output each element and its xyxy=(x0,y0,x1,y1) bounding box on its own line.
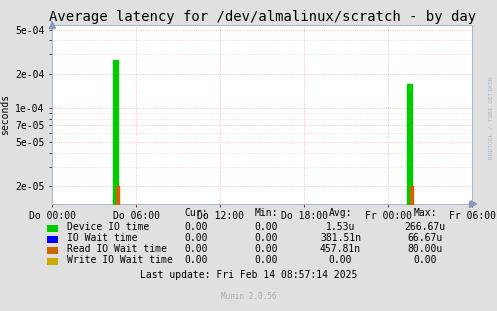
Text: Cur:: Cur: xyxy=(184,208,208,218)
Text: 80.00u: 80.00u xyxy=(408,244,442,254)
Text: Min:: Min: xyxy=(254,208,278,218)
Text: Device IO time: Device IO time xyxy=(67,222,149,232)
Y-axis label: seconds: seconds xyxy=(0,94,9,135)
Text: 0.00: 0.00 xyxy=(413,255,437,265)
Text: 0.00: 0.00 xyxy=(254,244,278,254)
Text: Write IO Wait time: Write IO Wait time xyxy=(67,255,173,265)
Text: 0.00: 0.00 xyxy=(329,255,352,265)
Text: 266.67u: 266.67u xyxy=(405,222,445,232)
Text: RRDTOOL / TOBI OETIKER: RRDTOOL / TOBI OETIKER xyxy=(489,77,494,160)
Text: 457.81n: 457.81n xyxy=(320,244,361,254)
Text: 66.67u: 66.67u xyxy=(408,233,442,243)
Text: Max:: Max: xyxy=(413,208,437,218)
Text: Read IO Wait time: Read IO Wait time xyxy=(67,244,167,254)
Title: Average latency for /dev/almalinux/scratch - by day: Average latency for /dev/almalinux/scrat… xyxy=(49,10,476,24)
Text: Munin 2.0.56: Munin 2.0.56 xyxy=(221,291,276,300)
Text: 0.00: 0.00 xyxy=(254,233,278,243)
Text: Last update: Fri Feb 14 08:57:14 2025: Last update: Fri Feb 14 08:57:14 2025 xyxy=(140,270,357,280)
Text: 381.51n: 381.51n xyxy=(320,233,361,243)
Text: 0.00: 0.00 xyxy=(184,222,208,232)
Text: 0.00: 0.00 xyxy=(184,255,208,265)
Text: 0.00: 0.00 xyxy=(184,244,208,254)
Text: IO Wait time: IO Wait time xyxy=(67,233,138,243)
Text: 0.00: 0.00 xyxy=(254,222,278,232)
Text: 1.53u: 1.53u xyxy=(326,222,355,232)
Text: Avg:: Avg: xyxy=(329,208,352,218)
Text: 0.00: 0.00 xyxy=(184,233,208,243)
Text: 0.00: 0.00 xyxy=(254,255,278,265)
